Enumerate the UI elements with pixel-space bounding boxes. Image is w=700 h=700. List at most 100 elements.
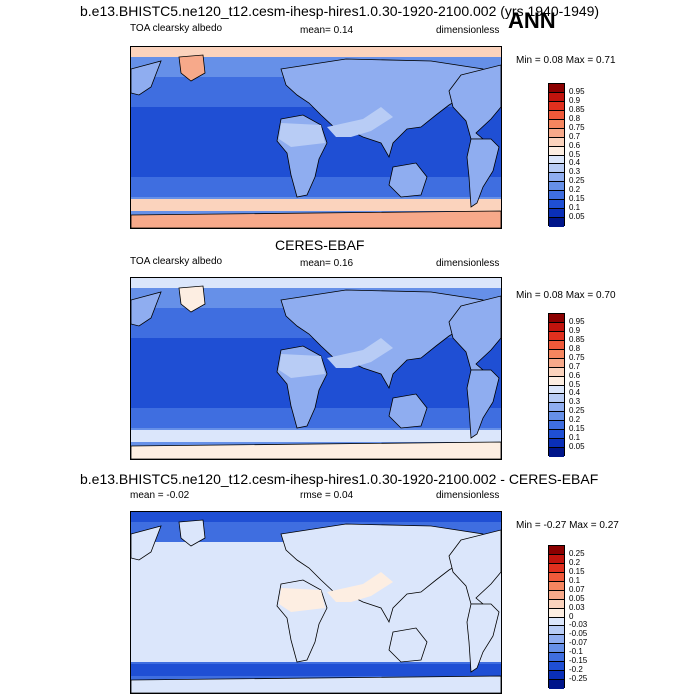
land-south-america	[466, 369, 500, 439]
colorbar-swatch	[549, 218, 564, 227]
colorbar-tick-label: 0.1	[569, 575, 581, 585]
colorbar-tick-label: 0.75	[569, 122, 585, 132]
colorbar-tick-label: 0.7	[569, 361, 581, 371]
land-greenland	[178, 519, 206, 547]
colorbar-swatch	[549, 439, 564, 449]
colorbar-swatch	[549, 137, 564, 147]
colorbar-swatch	[549, 546, 564, 555]
panel2-map-svg	[131, 278, 501, 459]
desert-arabia-asia	[327, 107, 393, 137]
land-south-america	[466, 603, 500, 673]
land-greenland	[178, 54, 206, 82]
panel2-minmax: Min = 0.08 Max = 0.70	[516, 290, 616, 301]
arctic-sea-ice	[131, 512, 501, 522]
land-australia	[388, 393, 428, 429]
colorbar-tick-label: 0.8	[569, 343, 581, 353]
colorbar-tick-label: 0.05	[569, 212, 585, 222]
colorbar-tick-label: 0.5	[569, 379, 581, 389]
colorbar-swatch	[549, 403, 564, 413]
desert-sahara	[279, 588, 325, 612]
colorbar-swatch	[549, 617, 564, 627]
colorbar-tick-label: 0.4	[569, 388, 581, 398]
desert-arabia-asia	[327, 572, 393, 602]
panel2-units-label: dimensionless	[436, 258, 500, 269]
colorbar-tick-label: 0.7	[569, 131, 581, 141]
colorbar-swatch	[549, 92, 564, 102]
colorbar-swatch	[549, 349, 564, 359]
colorbar-swatch	[549, 84, 564, 93]
panel1-title: b.e13.BHISTC5.ne120_t12.cesm-ihesp-hires…	[80, 3, 600, 19]
panel3-title: b.e13.BHISTC5.ne120_t12.cesm-ihesp-hires…	[80, 471, 599, 487]
colorbar-tick-label: 0.95	[569, 86, 585, 96]
colorbar-swatch	[549, 385, 564, 395]
colorbar-tick-label: -0.2	[569, 665, 583, 675]
colorbar-tick-label: 0.9	[569, 325, 581, 335]
panel3-map-svg	[131, 512, 501, 693]
colorbar-tick-label: 0.25	[569, 176, 585, 186]
land-greenland	[178, 285, 206, 313]
colorbar-tick-label: 0.2	[569, 415, 581, 425]
colorbar-swatch	[549, 394, 564, 404]
panel2-variable-label: TOA clearsky albedo	[130, 256, 223, 267]
colorbar-swatch	[549, 599, 564, 609]
colorbar-tick-label: 0.1	[569, 433, 581, 443]
colorbar-swatch	[549, 635, 564, 645]
colorbar-tick-label: 0.1	[569, 203, 581, 213]
desert-arabia-asia	[327, 338, 393, 368]
panel3-rmse-label: rmse = 0.04	[300, 490, 354, 501]
colorbar-swatch	[549, 572, 564, 582]
panel1-map	[130, 46, 502, 229]
panel3-colorbar	[548, 545, 565, 689]
colorbar-swatch	[549, 608, 564, 618]
desert-sahara	[279, 123, 325, 147]
colorbar-tick-label: 0.07	[569, 584, 585, 594]
panel1-minmax: Min = 0.08 Max = 0.71	[516, 55, 616, 66]
antarctic-sea-ice	[131, 199, 501, 211]
colorbar-swatch	[549, 554, 564, 564]
land-australia	[388, 162, 428, 198]
season-label: ANN	[508, 8, 556, 33]
colorbar-swatch	[549, 644, 564, 654]
panel1-variable-label: TOA clearsky albedo	[130, 23, 223, 34]
panel3-units-label: dimensionless	[436, 490, 500, 501]
arctic-sea-ice	[131, 47, 501, 57]
colorbar-tick-label: 0.8	[569, 113, 581, 123]
colorbar-swatch	[549, 662, 564, 672]
colorbar-tick-label: -0.15	[569, 656, 588, 666]
colorbar-swatch	[549, 110, 564, 120]
colorbar-tick-label: 0.15	[569, 424, 585, 434]
colorbar-swatch	[549, 680, 564, 689]
panel1-mean-label: mean= 0.14	[300, 25, 354, 36]
colorbar-swatch	[549, 430, 564, 440]
colorbar-tick-label: -0.25	[569, 674, 588, 684]
colorbar-tick-label: 0.2	[569, 557, 581, 567]
colorbar-tick-label: 0.95	[569, 316, 585, 326]
land-antarctica	[131, 675, 501, 693]
colorbar-tick-label: 0.3	[569, 397, 581, 407]
colorbar-tick-label: 0.85	[569, 334, 585, 344]
colorbar-tick-label: 0.4	[569, 158, 581, 168]
colorbar-tick-label: 0.25	[569, 406, 585, 416]
colorbar-tick-label: -0.05	[569, 629, 588, 639]
arctic-sea-ice	[131, 278, 501, 288]
panel3-map	[130, 511, 502, 694]
colorbar-tick-label: 0.25	[569, 548, 585, 558]
colorbar-swatch	[549, 653, 564, 663]
colorbar-swatch	[549, 331, 564, 341]
colorbar-swatch	[549, 376, 564, 386]
colorbar-swatch	[549, 119, 564, 129]
colorbar-swatch	[549, 671, 564, 681]
colorbar-tick-label: 0.85	[569, 104, 585, 114]
panel2-title: CERES-EBAF	[275, 237, 365, 253]
colorbar-swatch	[549, 101, 564, 111]
panel1-units-label: dimensionless	[436, 25, 500, 36]
colorbar-tick-label: -0.1	[569, 647, 583, 657]
colorbar-swatch	[549, 200, 564, 210]
colorbar-swatch	[549, 314, 564, 323]
colorbar-tick-label: 0	[569, 611, 574, 621]
colorbar-swatch	[549, 155, 564, 165]
colorbar-swatch	[549, 421, 564, 431]
colorbar-swatch	[549, 164, 564, 174]
colorbar-tick-label: 0.75	[569, 352, 585, 362]
colorbar-swatch	[549, 358, 564, 368]
